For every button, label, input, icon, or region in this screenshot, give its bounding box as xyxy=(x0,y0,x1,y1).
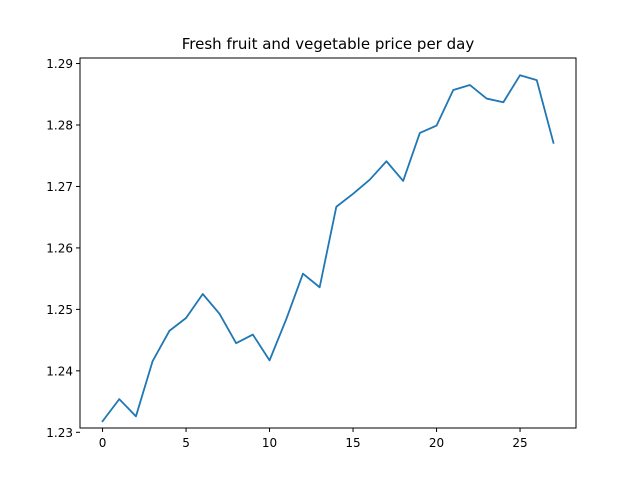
plot-area-frame xyxy=(79,57,577,429)
x-tick-label: 15 xyxy=(345,436,360,450)
plot-series xyxy=(101,74,555,423)
y-tick-label: 1.23 xyxy=(46,426,73,440)
x-axis-ticks: 0 5 10 15 20 25 xyxy=(99,428,528,450)
x-tick-label: 20 xyxy=(429,436,444,450)
y-tick-label: 1.24 xyxy=(46,364,73,378)
y-tick-label: 1.29 xyxy=(46,57,73,71)
x-tick-label: 10 xyxy=(262,436,277,450)
y-tick-label: 1.27 xyxy=(46,180,73,194)
x-tick-label: 5 xyxy=(182,436,190,450)
x-tick-label: 25 xyxy=(512,436,527,450)
y-axis-ticks: 1.23 1.24 1.25 1.26 1.27 1.28 1.29 xyxy=(46,57,80,440)
y-tick-label: 1.26 xyxy=(46,241,73,255)
series-line-0 xyxy=(101,74,555,423)
chart-title: Fresh fruit and vegetable price per day xyxy=(182,35,475,53)
x-tick-label: 0 xyxy=(99,436,107,450)
y-tick-label: 1.28 xyxy=(46,118,73,132)
y-tick-label: 1.25 xyxy=(46,303,73,317)
